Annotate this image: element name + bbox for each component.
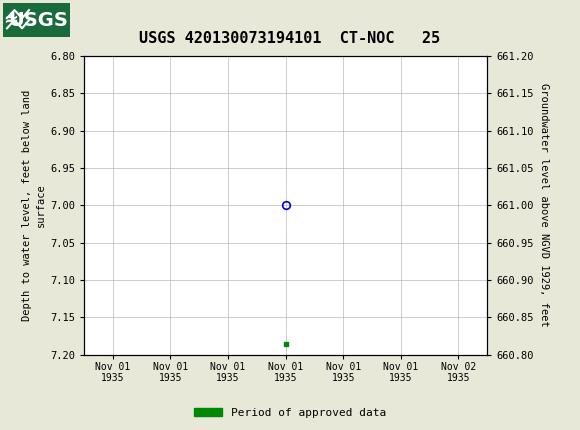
Y-axis label: Depth to water level, feet below land
surface: Depth to water level, feet below land su… xyxy=(22,90,46,321)
Text: ≈: ≈ xyxy=(3,10,18,28)
Text: USGS: USGS xyxy=(9,11,68,30)
Text: USGS 420130073194101  CT-NOC   25: USGS 420130073194101 CT-NOC 25 xyxy=(139,31,441,46)
FancyBboxPatch shape xyxy=(3,3,70,37)
Y-axis label: Groundwater level above NGVD 1929, feet: Groundwater level above NGVD 1929, feet xyxy=(539,83,549,327)
Legend: Period of approved data: Period of approved data xyxy=(190,403,390,422)
